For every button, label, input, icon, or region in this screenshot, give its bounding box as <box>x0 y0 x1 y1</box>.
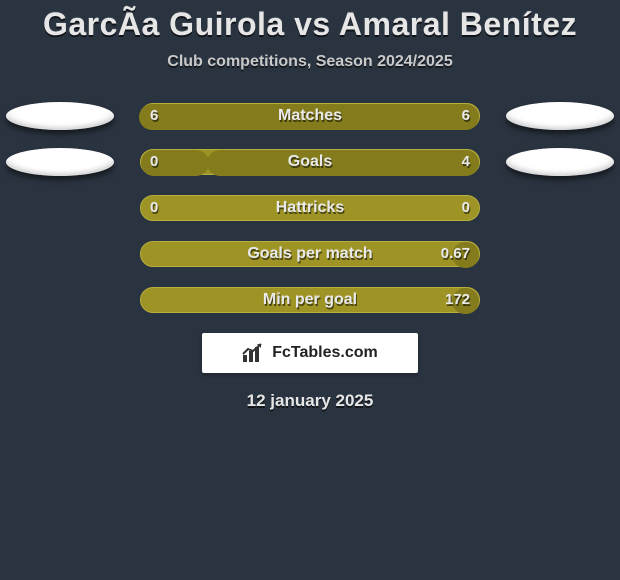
snapshot-date: 12 january 2025 <box>0 391 620 411</box>
comparison-chart: 66Matches 04Goals 00Hattricks 0.67Goals per… <box>0 103 620 313</box>
bar-chart-icon <box>242 343 266 363</box>
page-title: GarcÃ­a Guirola vs Amaral Benítez <box>0 0 620 43</box>
metric-row: 66Matches <box>0 103 620 129</box>
metric-row: 00Hattricks <box>0 195 620 221</box>
metric-label: Hattricks <box>0 195 620 221</box>
comparison-widget: GarcÃ­a Guirola vs Amaral Benítez Club c… <box>0 0 620 580</box>
metric-label: Goals <box>0 149 620 175</box>
metric-label: Min per goal <box>0 287 620 313</box>
metric-row: 04Goals <box>0 149 620 175</box>
site-logo[interactable]: FcTables.com <box>202 333 418 373</box>
subtitle: Club competitions, Season 2024/2025 <box>0 53 620 71</box>
metric-row: 0.67Goals per match <box>0 241 620 267</box>
metric-label: Goals per match <box>0 241 620 267</box>
metric-row: 172Min per goal <box>0 287 620 313</box>
title-text: GarcÃ­a Guirola vs Amaral Benítez <box>43 6 577 42</box>
logo-text: FcTables.com <box>272 345 378 361</box>
metric-label: Matches <box>0 103 620 129</box>
